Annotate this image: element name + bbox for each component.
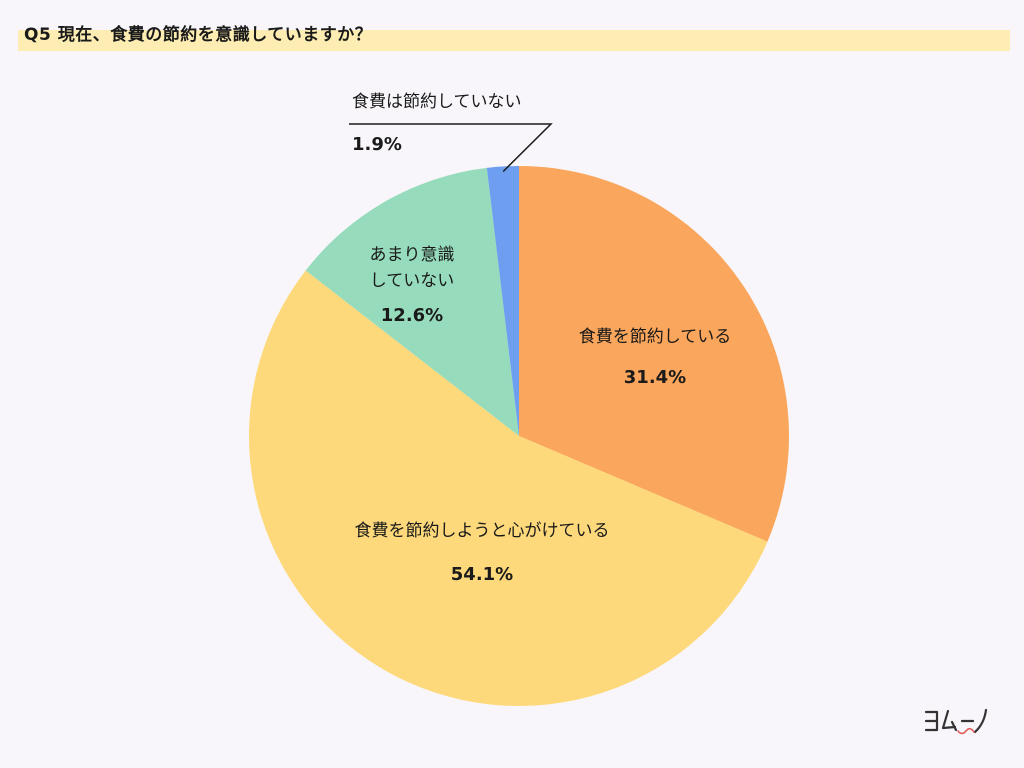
pie-slice-1 (248, 270, 768, 707)
slice-label-2-line-0: あまり意識 (370, 245, 455, 265)
pie-slice-0 (519, 166, 790, 542)
yomuno-logo (924, 708, 988, 735)
title-highlight-bar (18, 30, 1010, 51)
slice-label-0-line-0: 食費を節約している (579, 327, 732, 347)
pie-slice-2 (305, 167, 519, 436)
leader-line-3 (349, 123, 553, 173)
slice-value-0: 31.4% (624, 367, 686, 388)
slice-value-1: 54.1% (451, 564, 513, 585)
slice-value-3: 1.9% (352, 134, 402, 155)
pie-slice-3 (486, 166, 519, 436)
slice-label-3-line-0: 食費は節約していない (352, 92, 522, 112)
slice-value-2: 12.6% (381, 305, 443, 326)
slice-label-2-line-1: していない (370, 271, 455, 291)
chart-title: Q5 現在、食費の節約を意識していますか？ (24, 25, 373, 45)
slice-label-1-line-0: 食費を節約しようと心がけている (355, 521, 610, 541)
